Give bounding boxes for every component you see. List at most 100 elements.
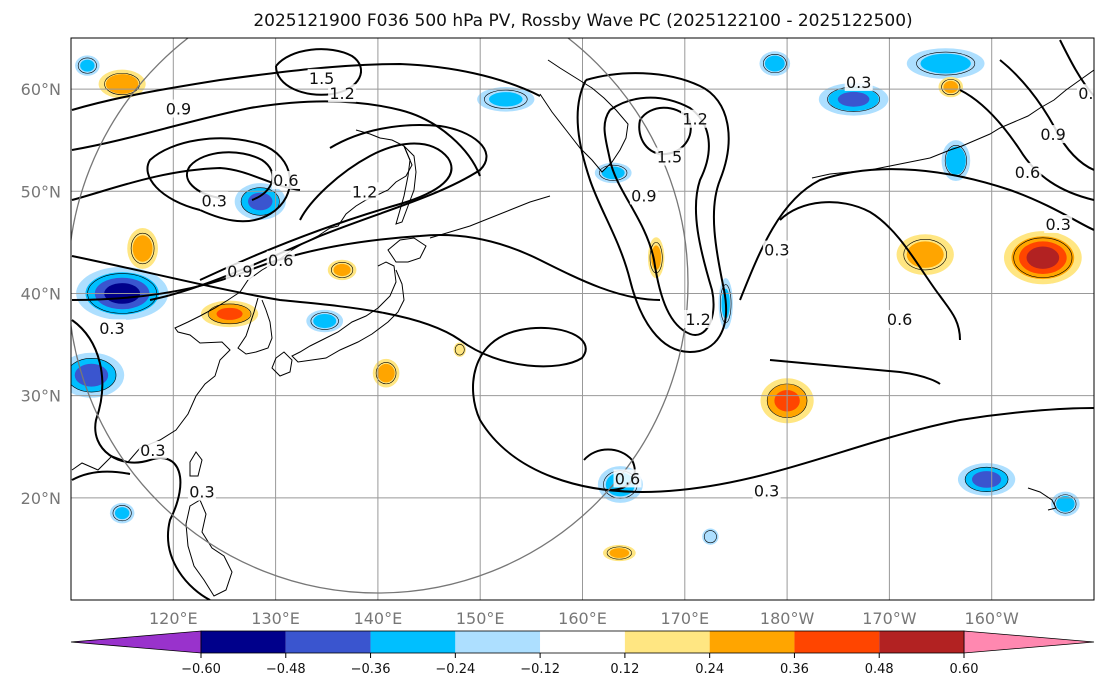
x-tick-label: 180°W xyxy=(760,609,815,628)
contour-label-bg xyxy=(629,186,658,205)
contour-label: 0.3 xyxy=(99,319,124,338)
pv-contour-1.2-asia xyxy=(199,142,453,281)
pv-contour-0.6-east xyxy=(779,201,961,341)
contour-label-bg xyxy=(225,261,254,280)
colorbar-tick-label: 0.24 xyxy=(695,662,724,677)
contour-label: 0.3 xyxy=(846,73,871,92)
y-tick-label: 50°N xyxy=(21,182,61,201)
contour-label: 0.9 xyxy=(166,100,191,119)
contour-label: 0.3 xyxy=(764,241,789,260)
pv-blob-level xyxy=(105,74,139,94)
pv-contour-0.3-rise xyxy=(769,359,941,385)
coast-korea xyxy=(237,297,273,355)
contour-label-bg xyxy=(885,310,914,329)
pv-blob-level xyxy=(837,91,870,107)
pv-blob-outline xyxy=(703,530,717,544)
contour-labels: 1.51.20.90.30.61.20.90.60.30.30.31.51.20… xyxy=(97,68,1094,502)
pv-blob xyxy=(938,76,964,98)
pv-blob-outline xyxy=(483,89,528,109)
pv-blob xyxy=(818,82,889,116)
coast-hawaii xyxy=(1027,487,1057,511)
contour-label-bg xyxy=(1076,84,1094,103)
x-tick-label: 130°E xyxy=(251,609,300,628)
coast-japan-hokkaido xyxy=(387,237,427,263)
contour-label-bg xyxy=(350,182,379,201)
pv-blob-outline xyxy=(941,79,961,96)
contour-label: 1.2 xyxy=(329,84,354,103)
x-tick-label: 150°E xyxy=(456,609,505,628)
pv-blob-outline xyxy=(903,238,947,271)
contour-label: 1.2 xyxy=(685,310,710,329)
pv-blob-outline xyxy=(964,466,1009,492)
contour-label-bg xyxy=(1044,214,1073,233)
pv-blob-outline xyxy=(77,57,97,74)
contour-label-bg xyxy=(844,72,873,91)
pv-blob xyxy=(453,342,466,357)
pv-blob-outline xyxy=(130,232,155,265)
pv-blob-outline xyxy=(331,261,354,278)
coast-sakhalin xyxy=(395,145,417,225)
x-tick-label: 140°E xyxy=(354,609,403,628)
colorbar-tick-label: −0.24 xyxy=(435,662,475,677)
coast-japan-honshu xyxy=(291,261,405,363)
contour-label: 0.9 xyxy=(1040,125,1065,144)
pv-blob-outline xyxy=(112,505,132,522)
y-tick-label: 60°N xyxy=(21,80,61,99)
y-axis-ticks: 20°N 30°N 40°N 50°N 60°N xyxy=(21,80,61,508)
x-tick-label: 170°E xyxy=(660,609,709,628)
pv-contour-1.5-loop xyxy=(275,48,363,96)
y-tick-label: 20°N xyxy=(21,489,61,508)
pv-shading-layer xyxy=(71,48,1082,562)
pv-blob-level xyxy=(764,55,785,72)
contour-label: 0.6 xyxy=(273,171,298,190)
contour-label-bg xyxy=(762,240,791,259)
pv-contour-0.6-cycle xyxy=(186,151,274,201)
contour-label: 1.5 xyxy=(657,148,682,167)
contour-label: 0.6 xyxy=(887,310,912,329)
pv-blob-level xyxy=(132,235,153,262)
contour-label: 1.2 xyxy=(682,110,707,129)
map-panel: 1.51.20.90.30.61.20.90.60.30.30.31.51.20… xyxy=(70,37,1095,601)
colorbar-tick-label: 0.36 xyxy=(780,662,809,677)
x-tick-label: 170°W xyxy=(862,609,917,628)
contour-label-bg xyxy=(187,482,216,501)
pv-blob xyxy=(71,352,125,398)
pv-blob-outline xyxy=(454,343,465,356)
gridlines xyxy=(71,38,1094,600)
reference-circle xyxy=(71,38,689,594)
colorbar-segment xyxy=(201,631,286,653)
contour-label-bg xyxy=(200,191,229,210)
pv-blob xyxy=(702,528,719,545)
pv-blob-outline xyxy=(375,362,397,385)
contour-label-bg xyxy=(613,469,642,488)
pv-blob-level xyxy=(114,507,130,520)
contour-label: 0.9 xyxy=(631,186,656,205)
colorbar-tick-label: −0.60 xyxy=(181,662,221,677)
contour-label-bg xyxy=(164,99,193,118)
pv-blob xyxy=(1051,491,1080,517)
pv-blob xyxy=(327,259,357,281)
pv-blob-outline xyxy=(763,54,787,74)
pv-blob-outline xyxy=(310,312,339,330)
coast-taiwan xyxy=(189,451,203,477)
colorbar-segment xyxy=(370,631,456,653)
colorbar-max-arrow xyxy=(963,630,1095,654)
pv-blob xyxy=(906,48,985,79)
contour-label-bg xyxy=(681,109,710,128)
contour-label-bg xyxy=(328,84,357,103)
colorbar-tick-label: 0.48 xyxy=(865,662,894,677)
pv-blob-level xyxy=(248,192,273,211)
contour-label: 0.6 xyxy=(1015,163,1040,182)
pv-contour-0.3-east xyxy=(739,168,1094,301)
pv-blob xyxy=(234,183,286,220)
pv-blob-level xyxy=(333,263,351,277)
y-tick-label: 30°N xyxy=(21,387,61,406)
coast-asia-mainland xyxy=(71,129,413,471)
x-tick-label: 120°E xyxy=(149,609,198,628)
contour-label-bg xyxy=(752,481,781,500)
pv-blob-level xyxy=(80,59,95,72)
colorbar-segment xyxy=(794,631,880,653)
pv-blob xyxy=(759,51,791,76)
contour-label-bg xyxy=(307,68,336,87)
